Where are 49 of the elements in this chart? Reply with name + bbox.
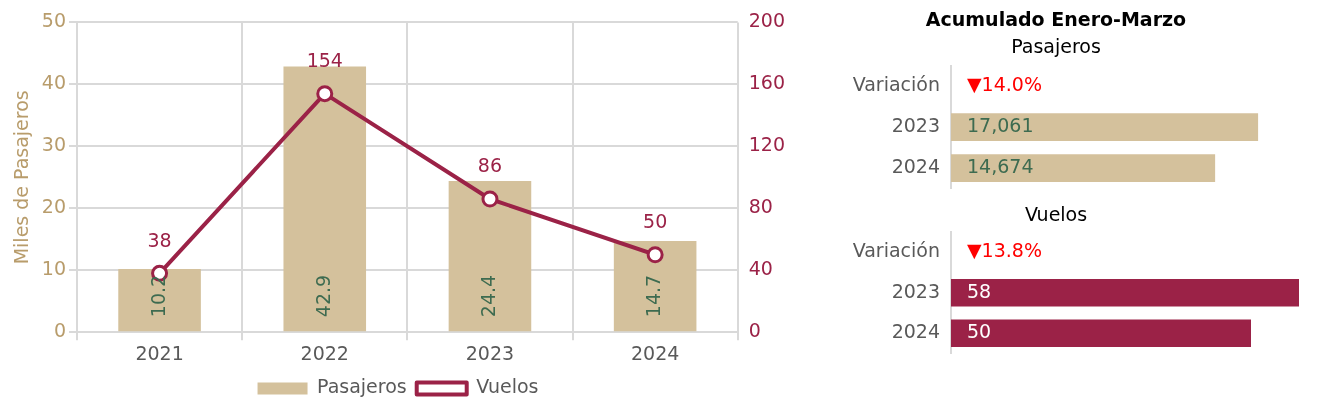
y-tick-label: 50 — [41, 9, 66, 32]
data-label: 86 — [477, 154, 503, 177]
y-tick-label: 2023 — [891, 114, 940, 137]
data-label: 14,674 — [967, 155, 1034, 178]
y-tick-label: Variación — [852, 73, 940, 96]
legend-label: Vuelos — [476, 375, 539, 398]
text: ▼14.0% — [967, 73, 1042, 96]
y-tick-label: 2024 — [891, 155, 940, 178]
legend-label: Pasajeros — [317, 375, 407, 398]
data-label: 17,061 — [967, 114, 1034, 137]
x-tick-label: 2024 — [630, 341, 680, 364]
data-label: 10.2 — [146, 274, 169, 318]
point — [481, 190, 499, 208]
text: ▼13.8% — [967, 239, 1042, 262]
x-tick-label: 2022 — [300, 341, 349, 364]
y2-tick-label: 0 — [748, 319, 761, 342]
y-tick-label: 2024 — [891, 320, 940, 343]
y-tick-label: Variación — [852, 239, 940, 262]
y-tick-label: 10 — [41, 257, 66, 280]
y-tick-label: 0 — [53, 319, 66, 342]
y2-tick-label: 40 — [748, 257, 773, 280]
data-label: 154 — [306, 49, 343, 72]
y2-tick-label: 120 — [748, 133, 785, 156]
bar — [283, 66, 367, 332]
chart-subtitle: Pasajeros — [1011, 35, 1101, 58]
y-tick-label: 40 — [41, 71, 66, 94]
bar — [118, 269, 201, 332]
bar — [613, 241, 697, 332]
y-axis-title: Miles de Pasajeros — [10, 90, 33, 265]
point — [646, 246, 664, 264]
y2-tick-label: 200 — [748, 9, 785, 32]
data-label: 24.4 — [476, 274, 499, 318]
y-tick-label: 2023 — [891, 279, 940, 302]
bar — [448, 181, 532, 332]
data-label: 38 — [147, 228, 172, 251]
chart-title: Vuelos — [1024, 203, 1088, 226]
x-tick-label: 2021 — [135, 341, 184, 364]
data-label: 58 — [967, 279, 992, 302]
x-tick-label: 2023 — [465, 341, 515, 364]
y2-tick-label: 80 — [748, 195, 773, 218]
data-label: 50 — [967, 320, 992, 343]
data-label: 42.9 — [311, 274, 334, 318]
point — [316, 85, 334, 103]
y-tick-label: 20 — [41, 195, 66, 218]
chart-title: Acumulado Enero-Marzo — [925, 8, 1187, 31]
data-label: 50 — [643, 210, 668, 233]
data-label: 14.7 — [642, 274, 665, 318]
y2-tick-label: 160 — [748, 71, 785, 94]
y-tick-label: 30 — [41, 133, 66, 156]
